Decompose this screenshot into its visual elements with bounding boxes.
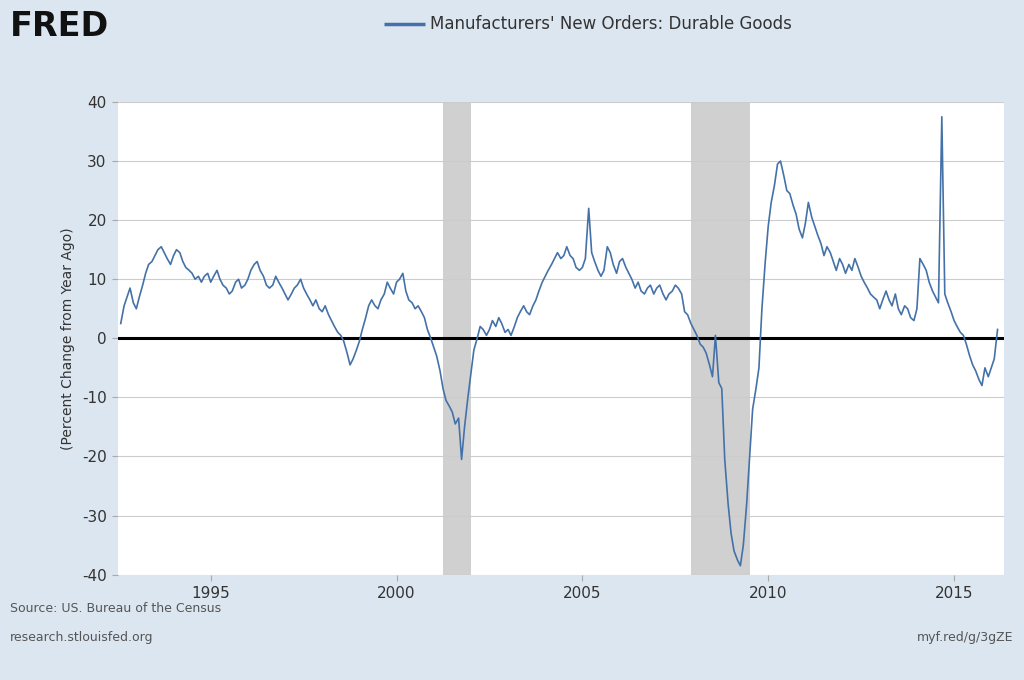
Text: Source: US. Bureau of the Census: Source: US. Bureau of the Census [10,602,221,615]
Text: Manufacturers' New Orders: Durable Goods: Manufacturers' New Orders: Durable Goods [430,15,792,33]
Text: myf.red/g/3gZE: myf.red/g/3gZE [918,631,1014,644]
Text: research.stlouisfed.org: research.stlouisfed.org [10,631,154,644]
Bar [443,102,471,575]
Y-axis label: (Percent Change from Year Ago): (Percent Change from Year Ago) [60,227,75,449]
Text: FRED: FRED [10,10,110,44]
Bar [691,102,750,575]
